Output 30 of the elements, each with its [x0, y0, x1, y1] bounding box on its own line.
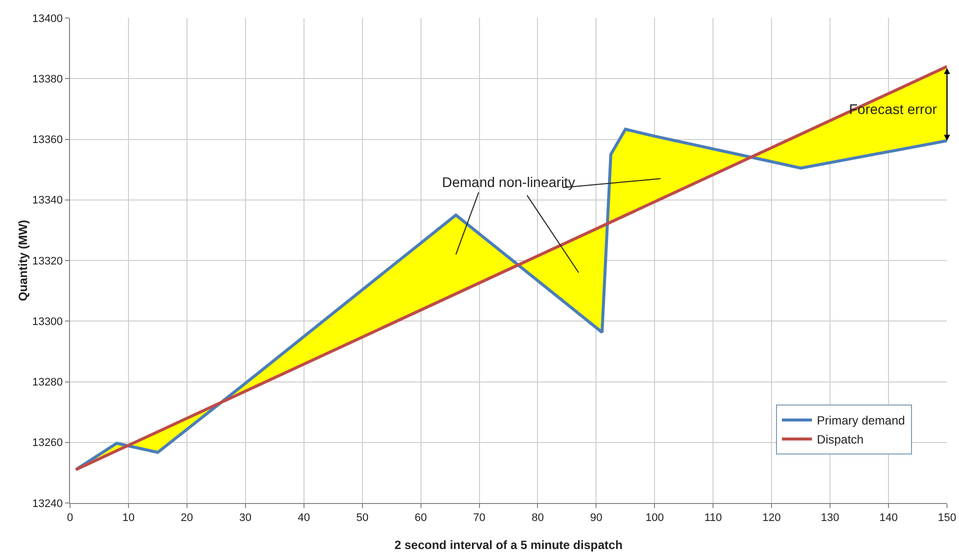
y-tick-label: 13360	[32, 134, 63, 146]
x-tick-label: 50	[356, 512, 368, 524]
y-tick-label: 13340	[32, 194, 63, 207]
y-tick-label: 13260	[32, 437, 63, 450]
x-tick-label: 20	[180, 512, 194, 524]
y-tick-label: 13400	[32, 12, 63, 25]
x-tick-label: 30	[239, 512, 252, 524]
x-tick-label: 120	[762, 512, 781, 524]
y-tick-label: 13380	[32, 73, 63, 86]
x-tick-label: 60	[414, 512, 427, 524]
x-tick-label: 80	[532, 512, 544, 524]
x-tick-label: 10	[122, 512, 135, 524]
y-tick-label: 13300	[32, 316, 63, 328]
y-tick-label: 13240	[32, 498, 63, 510]
x-tick-label: 0	[66, 512, 74, 524]
x-tick-label: 100	[645, 512, 664, 524]
y-tick-label: 13320	[32, 255, 63, 268]
legend-label: Primary demand	[816, 414, 905, 428]
x-tick-label: 130	[820, 512, 840, 524]
x-tick-label: 40	[298, 512, 310, 524]
x-tick-label: 140	[879, 512, 898, 524]
annotation: Demand non-linearity	[442, 174, 576, 190]
x-tick-label: 90	[590, 512, 602, 524]
x-axis-title: 2 second interval of a 5 minute dispatch	[394, 538, 623, 552]
x-tick-label: 150	[938, 512, 956, 524]
y-tick-label: 13280	[32, 376, 63, 389]
x-tick-label: 110	[704, 512, 722, 524]
legend-label: Dispatch	[816, 432, 864, 447]
x-tick-label: 70	[473, 512, 486, 524]
y-axis-title: Quantity (MW)	[16, 220, 30, 302]
